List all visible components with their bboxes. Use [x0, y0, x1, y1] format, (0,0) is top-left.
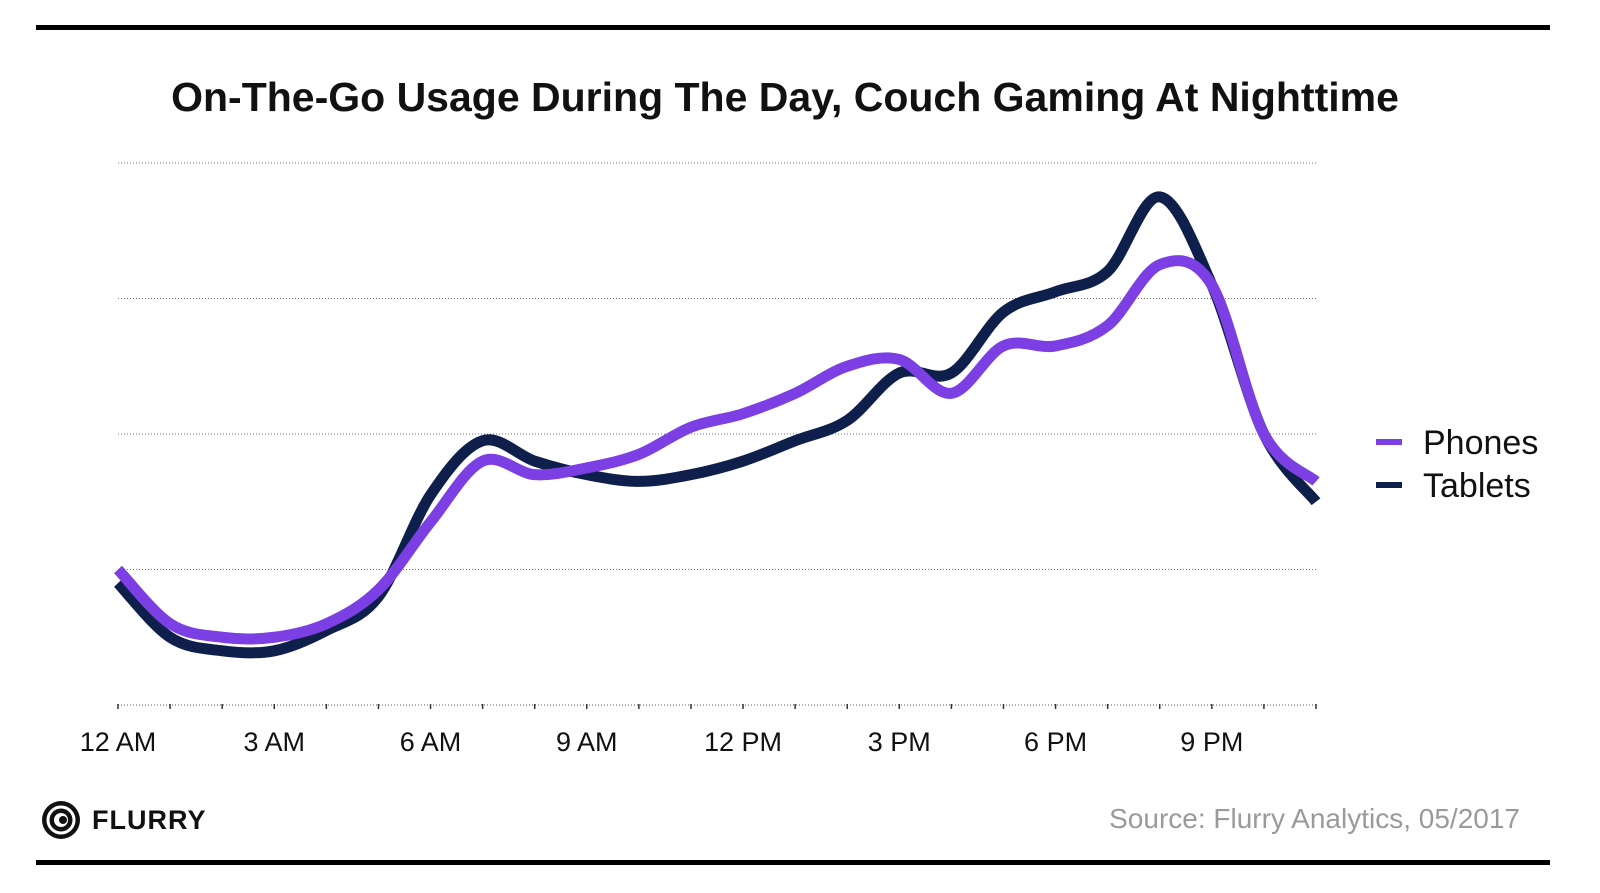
legend: Phones Tablets [1376, 424, 1538, 505]
legend-label-tablets: Tablets [1423, 467, 1531, 505]
legend-label-phones: Phones [1423, 424, 1538, 462]
x-tick-label: 3 AM [243, 727, 305, 757]
x-tick-label: 12 PM [704, 727, 782, 757]
x-tick-label: 6 AM [400, 727, 462, 757]
chart-title: On-The-Go Usage During The Day, Couch Ga… [171, 74, 1399, 120]
x-tick-label: 3 PM [868, 727, 931, 757]
top-rule [36, 25, 1550, 30]
x-tick-label: 6 PM [1024, 727, 1087, 757]
source-note: Source: Flurry Analytics, 05/2017 [1109, 803, 1520, 834]
flurry-logo: FLURRY [40, 797, 207, 843]
x-axis [117, 704, 1317, 709]
x-tick-label: 9 PM [1180, 727, 1243, 757]
bottom-rule [36, 860, 1550, 865]
series-line-phones [113, 255, 1320, 645]
flurry-logo-text: FLURRY [92, 804, 207, 835]
x-axis-labels: 12 AM 3 AM 6 AM 9 AM 12 PM 3 PM 6 PM 9 PM [80, 727, 1244, 757]
x-tick-label: 9 AM [556, 727, 618, 757]
x-tick-label: 12 AM [80, 727, 157, 757]
series-line-tablets [113, 191, 1321, 659]
series-lines [113, 191, 1321, 659]
flurry-logo-icon [42, 801, 80, 839]
